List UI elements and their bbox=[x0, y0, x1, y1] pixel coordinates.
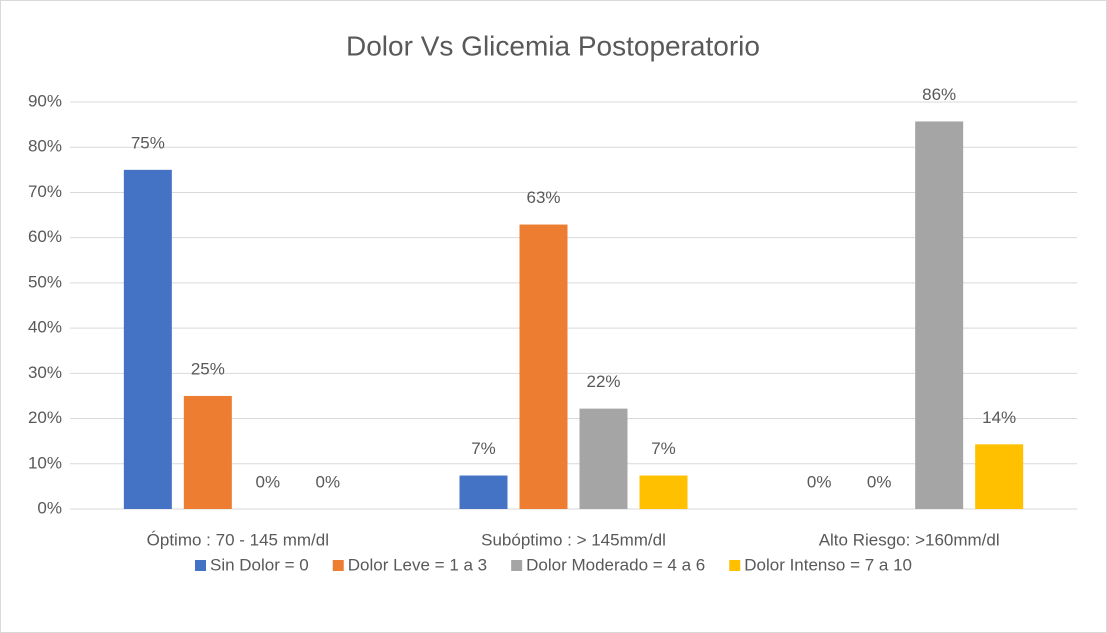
y-tick-label: 90% bbox=[28, 91, 62, 110]
bar bbox=[519, 224, 568, 509]
data-label: 0% bbox=[316, 472, 341, 491]
data-label: 86% bbox=[922, 85, 956, 104]
y-tick-label: 10% bbox=[28, 453, 62, 472]
x-tick-label: Óptimo : 70 - 145 mm/dl bbox=[147, 530, 329, 549]
legend-label: Dolor Moderado = 4 a 6 bbox=[526, 555, 705, 574]
bar bbox=[183, 395, 232, 509]
x-tick-label: Alto Riesgo: >160mm/dl bbox=[819, 530, 1000, 549]
legend-label: Dolor Leve = 1 a 3 bbox=[348, 555, 487, 574]
bar bbox=[639, 475, 688, 509]
bar bbox=[915, 121, 964, 509]
y-tick-label: 30% bbox=[28, 363, 62, 382]
bar bbox=[579, 408, 628, 509]
data-label: 7% bbox=[651, 439, 676, 458]
legend-swatch bbox=[511, 560, 523, 571]
data-label: 7% bbox=[471, 439, 496, 458]
legend-label: Dolor Intenso = 7 a 10 bbox=[744, 555, 912, 574]
y-tick-label: 80% bbox=[28, 137, 62, 156]
data-label: 63% bbox=[526, 188, 560, 207]
bar bbox=[975, 444, 1024, 509]
data-label: 0% bbox=[807, 472, 832, 491]
chart-title: Dolor Vs Glicemia Postoperatorio bbox=[346, 30, 760, 61]
legend-swatch bbox=[729, 560, 741, 571]
data-label: 0% bbox=[867, 472, 892, 491]
data-label: 22% bbox=[586, 372, 620, 391]
y-tick-label: 0% bbox=[37, 498, 62, 517]
data-label: 75% bbox=[131, 133, 165, 152]
y-tick-label: 70% bbox=[28, 182, 62, 201]
y-tick-label: 50% bbox=[28, 272, 62, 291]
data-label: 14% bbox=[982, 408, 1016, 427]
legend-label: Sin Dolor = 0 bbox=[210, 555, 309, 574]
x-tick-label: Subóptimo : > 145mm/dl bbox=[481, 530, 666, 549]
y-tick-label: 60% bbox=[28, 227, 62, 246]
data-label: 25% bbox=[191, 359, 225, 378]
bar bbox=[459, 475, 508, 509]
bar bbox=[123, 169, 172, 510]
y-tick-label: 40% bbox=[28, 318, 62, 337]
legend-swatch bbox=[194, 560, 206, 571]
data-label: 0% bbox=[256, 472, 281, 491]
y-tick-label: 20% bbox=[28, 408, 62, 427]
legend-swatch bbox=[332, 560, 344, 571]
